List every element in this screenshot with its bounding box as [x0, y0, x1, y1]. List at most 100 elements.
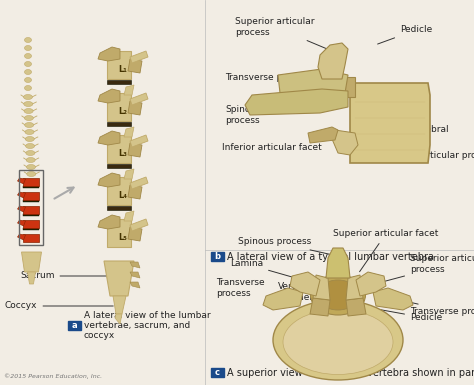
Polygon shape	[18, 178, 26, 184]
Text: A lateral view of a typical lumbar vertebra: A lateral view of a typical lumbar verte…	[227, 251, 434, 261]
Polygon shape	[107, 177, 131, 205]
Ellipse shape	[25, 45, 31, 50]
Text: L₄: L₄	[118, 191, 128, 201]
Polygon shape	[128, 185, 142, 199]
Polygon shape	[313, 275, 330, 300]
Text: Inferior articular facet: Inferior articular facet	[222, 137, 322, 152]
Bar	[68, 321, 81, 330]
Ellipse shape	[310, 275, 365, 315]
Polygon shape	[107, 80, 131, 84]
Polygon shape	[130, 51, 148, 63]
Ellipse shape	[26, 144, 35, 149]
Polygon shape	[107, 219, 131, 247]
Polygon shape	[24, 178, 39, 186]
Text: Inferior articular process: Inferior articular process	[353, 145, 474, 159]
Polygon shape	[130, 282, 140, 288]
Text: A lateral view of the lumbar
vertebrae, sacrum, and
coccyx: A lateral view of the lumbar vertebrae, …	[84, 311, 210, 340]
Text: c: c	[215, 368, 220, 377]
Text: L₃: L₃	[118, 149, 128, 159]
Polygon shape	[130, 219, 148, 231]
Text: Transverse
process: Transverse process	[216, 278, 277, 299]
Polygon shape	[263, 288, 303, 310]
Ellipse shape	[24, 109, 33, 114]
Polygon shape	[24, 192, 39, 200]
Polygon shape	[18, 234, 26, 240]
Text: Transverse process: Transverse process	[403, 301, 474, 316]
Ellipse shape	[25, 62, 31, 67]
Text: Vertebral
body: Vertebral body	[398, 125, 450, 145]
Polygon shape	[98, 215, 120, 229]
Text: b: b	[215, 252, 220, 261]
Polygon shape	[107, 135, 131, 163]
Text: Transverse process: Transverse process	[225, 72, 311, 85]
Polygon shape	[107, 51, 131, 79]
Polygon shape	[124, 127, 134, 137]
Polygon shape	[130, 135, 148, 147]
Ellipse shape	[25, 37, 31, 42]
Polygon shape	[278, 69, 348, 99]
Polygon shape	[130, 177, 148, 189]
Ellipse shape	[27, 171, 36, 176]
Polygon shape	[104, 261, 134, 296]
Text: Pedicle: Pedicle	[363, 306, 442, 323]
Polygon shape	[373, 288, 413, 310]
Ellipse shape	[25, 122, 34, 127]
Polygon shape	[308, 127, 338, 143]
Text: ©2015 Pearson Education, Inc.: ©2015 Pearson Education, Inc.	[4, 373, 102, 379]
Ellipse shape	[25, 137, 34, 142]
Text: Spinous
process: Spinous process	[225, 105, 283, 125]
Text: Lamina: Lamina	[230, 259, 317, 284]
Polygon shape	[24, 206, 39, 214]
Ellipse shape	[317, 280, 359, 310]
Polygon shape	[24, 234, 39, 242]
Polygon shape	[21, 252, 42, 272]
Polygon shape	[130, 262, 140, 268]
Ellipse shape	[24, 102, 33, 107]
Polygon shape	[130, 272, 140, 278]
Polygon shape	[335, 77, 355, 97]
Polygon shape	[113, 296, 126, 314]
Polygon shape	[98, 47, 120, 61]
Polygon shape	[115, 314, 122, 324]
Polygon shape	[107, 164, 131, 168]
Polygon shape	[245, 89, 348, 115]
Ellipse shape	[25, 85, 31, 90]
Ellipse shape	[25, 70, 31, 75]
Polygon shape	[124, 85, 134, 95]
Polygon shape	[107, 93, 131, 121]
Text: L₅: L₅	[118, 233, 128, 243]
Ellipse shape	[26, 157, 35, 162]
Ellipse shape	[273, 300, 403, 380]
Polygon shape	[124, 211, 134, 221]
Ellipse shape	[25, 77, 31, 82]
Polygon shape	[18, 220, 26, 226]
Polygon shape	[24, 186, 39, 188]
Text: a: a	[72, 321, 77, 330]
Ellipse shape	[283, 310, 393, 375]
Polygon shape	[24, 214, 39, 216]
Polygon shape	[356, 272, 386, 296]
Polygon shape	[98, 131, 120, 145]
Polygon shape	[24, 200, 39, 202]
Ellipse shape	[24, 94, 33, 99]
Text: Spinous process: Spinous process	[238, 238, 330, 254]
Ellipse shape	[24, 116, 33, 121]
Polygon shape	[326, 248, 350, 278]
Polygon shape	[310, 298, 330, 316]
Polygon shape	[346, 298, 366, 316]
Polygon shape	[332, 130, 358, 155]
Polygon shape	[290, 272, 320, 296]
Polygon shape	[107, 206, 131, 210]
Ellipse shape	[25, 129, 34, 134]
Text: Vertebral
foramen: Vertebral foramen	[278, 282, 335, 302]
Text: L₂: L₂	[118, 107, 128, 117]
Polygon shape	[130, 93, 148, 105]
Polygon shape	[128, 227, 142, 241]
Text: Pedicle: Pedicle	[378, 25, 432, 44]
Polygon shape	[346, 275, 363, 300]
Text: Superior articular
process: Superior articular process	[235, 17, 329, 50]
Ellipse shape	[25, 54, 31, 59]
Polygon shape	[24, 228, 39, 230]
Polygon shape	[128, 59, 142, 73]
Polygon shape	[318, 43, 348, 79]
